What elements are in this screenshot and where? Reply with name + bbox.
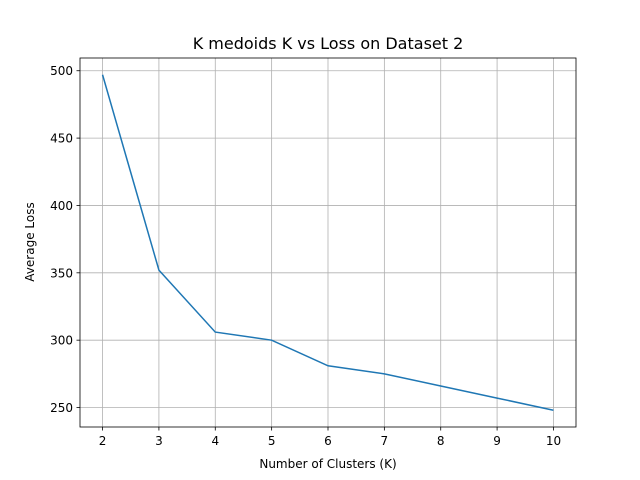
x-tick-label: 5 [268, 434, 276, 448]
x-tick-label: 2 [99, 434, 107, 448]
y-tick-label: 300 [50, 334, 73, 348]
y-tick-label: 400 [50, 199, 73, 213]
series-layer [101, 74, 554, 411]
x-tick-label: 8 [437, 434, 445, 448]
x-tick-label: 9 [493, 434, 501, 448]
x-axis-label: Number of Clusters (K) [259, 457, 396, 471]
y-tick-label: 350 [50, 266, 73, 280]
x-tick-label: 10 [546, 434, 561, 448]
series-line [101, 74, 554, 411]
y-axis-label: Average Loss [23, 202, 37, 281]
x-tick-label: 6 [324, 434, 332, 448]
x-axis-ticks: 2 3 4 5 6 7 8 9 10 [99, 427, 561, 448]
grid [80, 58, 576, 427]
y-tick-label: 500 [50, 64, 73, 78]
y-tick-label: 250 [50, 401, 73, 415]
chart-title: K medoids K vs Loss on Dataset 2 [193, 34, 464, 53]
x-tick-label: 4 [211, 434, 219, 448]
y-tick-label: 450 [50, 132, 73, 146]
y-axis-ticks: 250 300 350 400 450 500 [50, 64, 80, 415]
x-tick-label: 7 [381, 434, 389, 448]
x-tick-label: 3 [155, 434, 163, 448]
